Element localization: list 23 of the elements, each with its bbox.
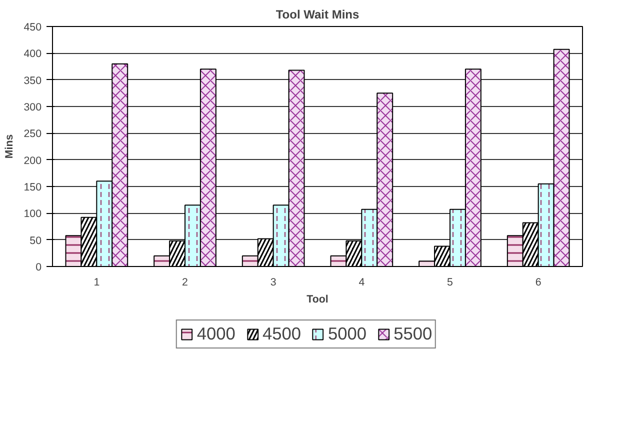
y-tick-label: 150 [24,182,42,194]
y-axis-title: Mins [4,134,16,159]
legend-label: 5000 [328,324,367,344]
y-tick-label: 50 [30,234,42,247]
x-axis-title: Tool [306,294,328,306]
x-tick-label: 6 [535,276,542,288]
legend-label: 4000 [196,324,236,344]
x-tick-label: 2 [182,276,188,288]
x-tick-label: 1 [94,276,100,288]
y-tick-label: 450 [24,22,42,34]
x-tick-label: 4 [358,276,365,288]
chart-title: Tool Wait Mins [276,8,360,22]
y-tick-label: 0 [36,262,42,274]
x-tick-label: 3 [270,276,276,288]
x-tick-label: 5 [447,276,454,288]
y-tick-label: 100 [24,208,42,220]
y-tick-label: 350 [24,74,42,87]
y-tick-label: 300 [24,102,42,114]
legend-label: 5500 [394,324,432,344]
y-tick-label: 250 [24,128,42,140]
legend-label: 4500 [262,324,301,344]
y-tick-label: 400 [24,48,42,60]
y-tick-label: 200 [24,154,42,167]
